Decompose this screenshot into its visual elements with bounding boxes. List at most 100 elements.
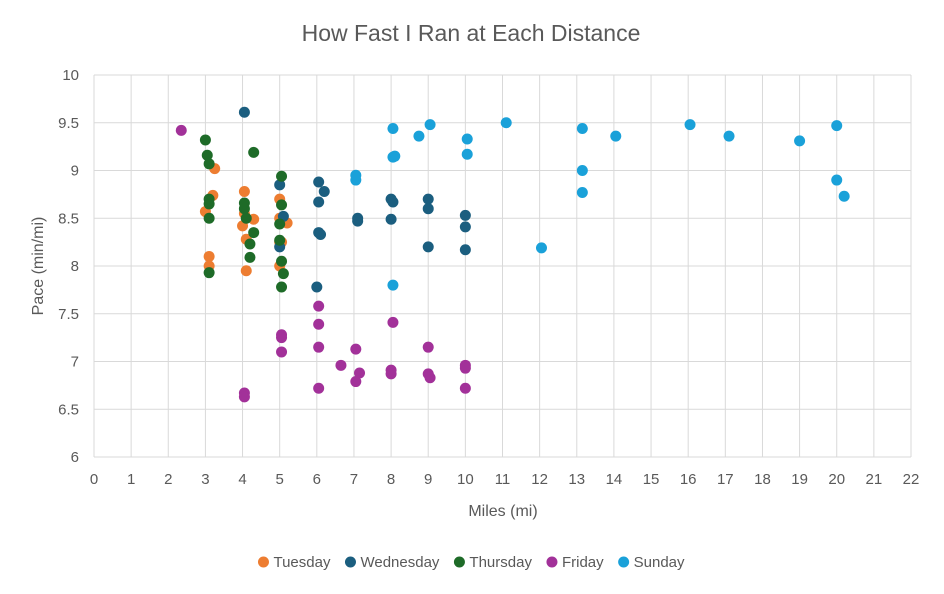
- series-wednesday: [238, 106, 471, 293]
- data-point: [203, 267, 215, 279]
- legend-marker: [344, 556, 356, 568]
- data-point: [203, 212, 215, 224]
- grid-lines: [93, 74, 912, 458]
- chart-title: How Fast I Ran at Each Distance: [302, 20, 641, 46]
- data-point: [459, 209, 471, 221]
- data-point: [424, 372, 436, 384]
- data-point: [240, 265, 252, 277]
- data-point: [277, 268, 289, 280]
- data-point: [238, 106, 250, 118]
- data-point: [422, 341, 434, 353]
- data-point: [203, 250, 215, 262]
- x-tick-label: 6: [313, 471, 321, 488]
- data-point: [354, 367, 366, 379]
- data-point: [610, 130, 622, 142]
- data-point: [385, 368, 397, 380]
- data-point: [535, 242, 547, 254]
- legend-marker: [618, 556, 630, 568]
- y-tick-label: 9: [71, 163, 79, 180]
- y-tick-label: 9.5: [58, 115, 79, 132]
- data-point: [244, 251, 256, 263]
- series-friday: [175, 124, 471, 403]
- x-tick-label: 22: [903, 471, 920, 488]
- x-tick-label: 11: [495, 471, 511, 488]
- data-point: [274, 179, 286, 191]
- legend-label: Sunday: [634, 554, 685, 571]
- legend-item-thursday: Thursday: [453, 554, 532, 571]
- data-point: [276, 281, 288, 293]
- data-point: [238, 203, 250, 215]
- data-point: [831, 174, 843, 186]
- legend-marker: [546, 556, 558, 568]
- x-tick-label: 7: [350, 471, 358, 488]
- x-tick-label: 18: [754, 471, 771, 488]
- y-tick-label: 10: [62, 67, 79, 84]
- data-point: [387, 316, 399, 328]
- data-point: [794, 135, 806, 147]
- y-tick-label: 8.5: [58, 210, 79, 227]
- data-point: [723, 130, 735, 142]
- x-tick-label: 3: [201, 471, 209, 488]
- data-point: [459, 362, 471, 374]
- data-point: [422, 241, 434, 253]
- x-axis-label: Miles (mi): [468, 503, 537, 520]
- data-point: [175, 124, 187, 136]
- y-tick-label: 6.5: [58, 401, 79, 418]
- legend-label: Tuesday: [273, 554, 330, 571]
- data-point: [576, 165, 588, 176]
- data-point: [576, 122, 588, 134]
- legend-item-tuesday: Tuesday: [257, 554, 331, 571]
- data-point: [238, 391, 250, 403]
- data-point: [276, 170, 288, 182]
- x-tick-label: 20: [828, 471, 845, 488]
- data-point: [313, 176, 325, 188]
- y-tick-label: 7: [71, 354, 79, 371]
- data-point: [350, 174, 362, 186]
- data-point: [422, 193, 434, 205]
- data-point: [313, 300, 325, 312]
- data-point: [276, 332, 288, 344]
- x-tick-label: 12: [531, 471, 548, 488]
- legend-marker: [453, 556, 465, 568]
- data-point: [248, 146, 260, 158]
- data-point: [387, 279, 399, 291]
- x-tick-label: 13: [568, 471, 585, 488]
- data-point: [199, 134, 211, 146]
- x-tick-label: 5: [276, 471, 284, 488]
- legend-item-wednesday: Wednesday: [344, 554, 440, 571]
- data-point: [313, 318, 325, 330]
- x-tick-label: 21: [866, 471, 883, 488]
- data-point: [318, 186, 330, 198]
- legend-marker: [257, 556, 269, 568]
- series-thursday: [199, 134, 289, 293]
- x-tick-label: 15: [643, 471, 660, 488]
- data-point: [276, 346, 288, 358]
- data-point: [244, 238, 256, 250]
- x-tick-label: 14: [606, 471, 623, 488]
- x-tick-label: 17: [717, 471, 734, 488]
- data-point: [201, 149, 213, 161]
- x-tick-label: 0: [90, 471, 98, 488]
- x-tick-label: 1: [127, 471, 135, 488]
- y-axis-label: Pace (min/mi): [30, 217, 47, 316]
- data-point: [831, 120, 843, 132]
- data-point: [203, 158, 215, 170]
- data-point: [248, 227, 260, 239]
- x-tick-label: 16: [680, 471, 697, 488]
- data-point: [576, 186, 588, 198]
- data-point: [274, 234, 286, 246]
- data-points: [175, 106, 850, 403]
- data-point: [684, 119, 696, 131]
- x-tick-label: 4: [238, 471, 246, 488]
- data-point: [461, 148, 473, 160]
- data-point: [313, 341, 325, 353]
- series-sunday: [350, 117, 850, 291]
- legend: Tuesday Wednesday Thursday Friday Sunday: [257, 554, 685, 571]
- data-point: [838, 190, 850, 202]
- data-point: [413, 130, 425, 142]
- data-point: [500, 117, 512, 129]
- data-point: [424, 119, 436, 131]
- data-point: [459, 382, 471, 394]
- data-point: [385, 213, 397, 225]
